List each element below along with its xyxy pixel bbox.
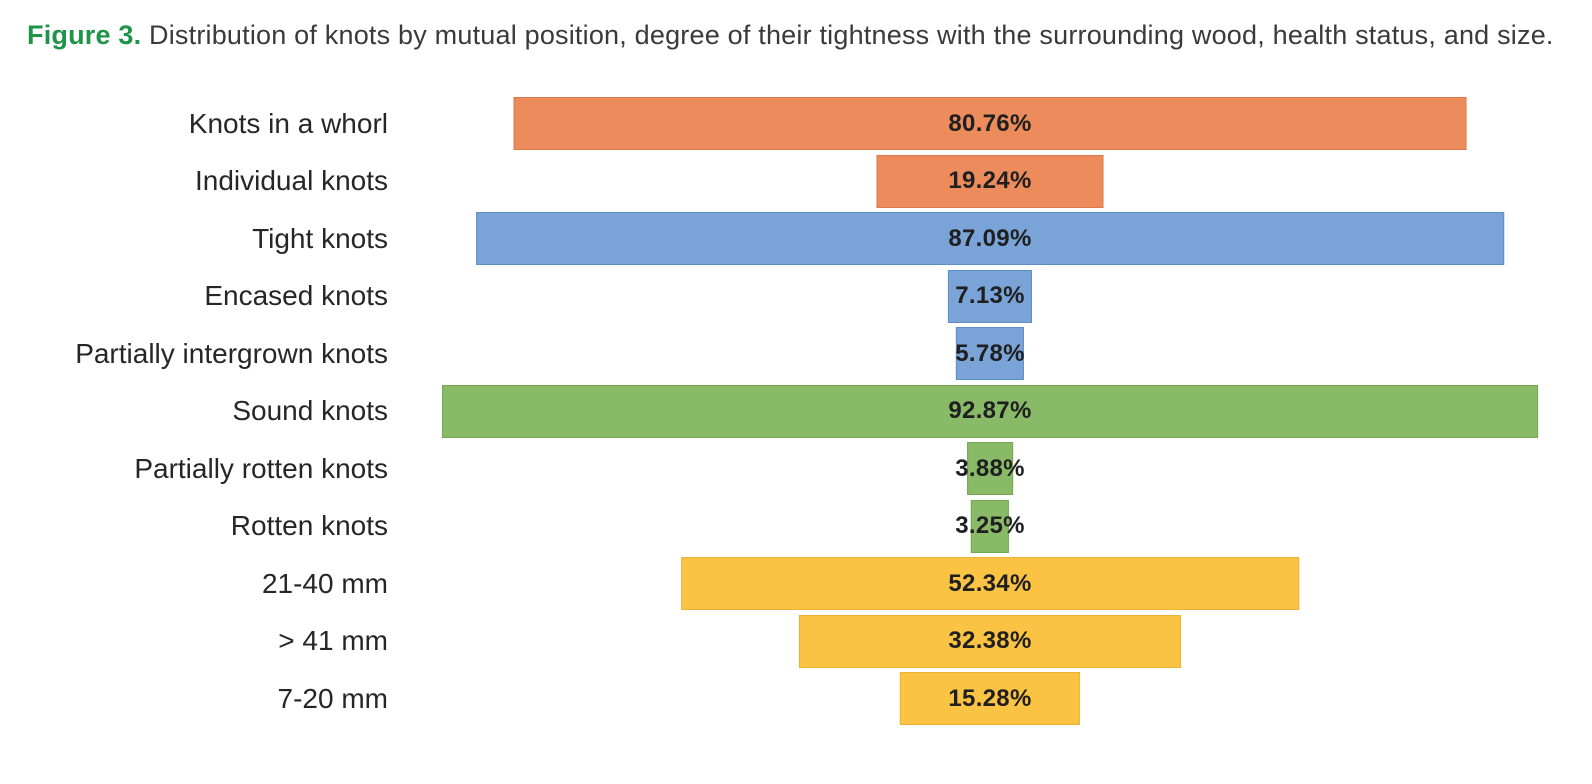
bar: 19.24%	[876, 154, 1104, 208]
bar-area: 5.78%	[400, 327, 1580, 381]
category-label: Sound knots	[232, 395, 388, 427]
category-label: Partially rotten knots	[134, 452, 388, 484]
bar-area: 7.13%	[400, 269, 1580, 323]
chart-row: Partially rotten knots 3.88%	[0, 440, 1592, 498]
bar-value-label: 52.34%	[948, 569, 1032, 597]
bar-value-label: 3.88%	[955, 454, 1025, 482]
bar: 32.38%	[798, 614, 1182, 668]
bar-area: 3.88%	[400, 442, 1580, 496]
bar-value-label: 87.09%	[948, 224, 1032, 252]
knot-distribution-chart: Knots in a whorl 80.76% Individual knots…	[0, 95, 1592, 728]
bar-value-label: 92.87%	[948, 397, 1032, 425]
chart-row: Rotten knots 3.25%	[0, 498, 1592, 556]
chart-row: Sound knots 92.87%	[0, 383, 1592, 441]
bar-value-label: 19.24%	[948, 167, 1032, 195]
bar-value-label: 15.28%	[948, 684, 1032, 712]
bar: 80.76%	[513, 97, 1467, 151]
category-label: Rotten knots	[230, 510, 388, 542]
bar: 3.88%	[955, 442, 1024, 496]
figure-caption-text: Distribution of knots by mutual position…	[141, 20, 1554, 50]
category-label: 7-20 mm	[277, 682, 388, 714]
chart-row: > 41 mm 32.38%	[0, 613, 1592, 671]
bar-area: 87.09%	[400, 212, 1580, 266]
bar: 15.28%	[899, 672, 1081, 726]
figure-caption: Figure 3. Distribution of knots by mutua…	[0, 0, 1592, 53]
bar: 87.09%	[476, 212, 1504, 266]
category-label: > 41 mm	[278, 625, 388, 657]
category-label: Individual knots	[194, 165, 388, 197]
category-label: Knots in a whorl	[188, 107, 388, 139]
bar: 52.34%	[681, 557, 1299, 611]
category-label: Partially intergrown knots	[75, 337, 388, 369]
bar-area: 15.28%	[400, 672, 1580, 726]
figure-number-label: Figure 3.	[27, 20, 142, 50]
bar-value-label: 7.13%	[955, 282, 1025, 310]
chart-row: Knots in a whorl 80.76%	[0, 95, 1592, 153]
chart-row: Encased knots 7.13%	[0, 268, 1592, 326]
bar: 5.78%	[955, 327, 1025, 381]
bar-area: 52.34%	[400, 557, 1580, 611]
category-label: Tight knots	[252, 222, 388, 254]
bar-value-label: 5.78%	[955, 339, 1025, 367]
chart-row: Partially intergrown knots 5.78%	[0, 325, 1592, 383]
bar-area: 19.24%	[400, 154, 1580, 208]
bar-area: 80.76%	[400, 97, 1580, 151]
category-label: Encased knots	[204, 280, 388, 312]
chart-row: Individual knots 19.24%	[0, 153, 1592, 211]
chart-row: 21-40 mm 52.34%	[0, 555, 1592, 613]
chart-row: 7-20 mm 15.28%	[0, 670, 1592, 728]
bar: 7.13%	[947, 269, 1033, 323]
bar: 3.25%	[955, 499, 1024, 553]
bar-area: 92.87%	[400, 384, 1580, 438]
bar-area: 32.38%	[400, 614, 1580, 668]
chart-row: Tight knots 87.09%	[0, 210, 1592, 268]
bar-value-label: 32.38%	[948, 627, 1032, 655]
bar: 92.87%	[442, 384, 1538, 438]
chart-rows: Knots in a whorl 80.76% Individual knots…	[0, 95, 1592, 728]
bar-area: 3.25%	[400, 499, 1580, 553]
bar-value-label: 3.25%	[955, 512, 1025, 540]
category-label: 21-40 mm	[261, 567, 388, 599]
bar-value-label: 80.76%	[948, 109, 1032, 137]
